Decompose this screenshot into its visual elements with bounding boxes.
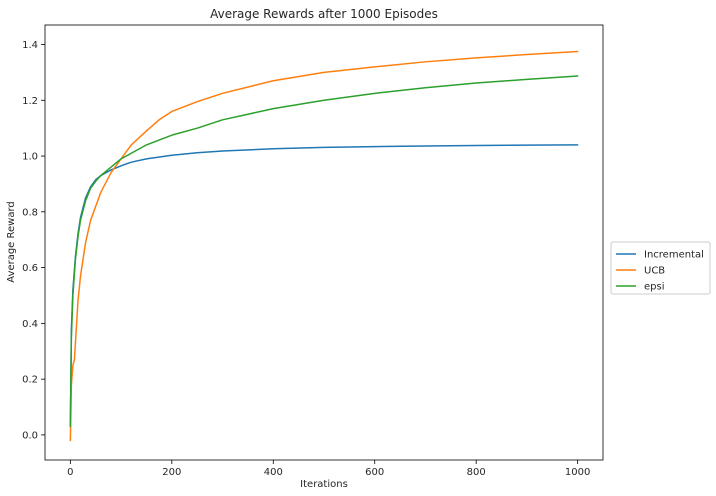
legend-box xyxy=(610,241,711,295)
legend-label-incremental: Incremental xyxy=(644,250,704,261)
x-tick-label: 800 xyxy=(467,467,486,478)
legend-label-epsi: epsi xyxy=(644,282,665,293)
x-axis-label: Iterations xyxy=(300,479,348,490)
chart-title: Average Rewards after 1000 Episodes xyxy=(210,7,438,21)
x-tick-label: 200 xyxy=(162,467,181,478)
y-tick-label: 1.2 xyxy=(22,96,38,107)
x-tick-label: 400 xyxy=(264,467,283,478)
y-axis-label: Average Reward xyxy=(6,201,17,282)
y-tick-label: 0.8 xyxy=(22,207,38,218)
series-line-epsi xyxy=(69,75,579,428)
y-tick-label: 0.4 xyxy=(22,319,38,330)
y-tick-label: 0.0 xyxy=(22,430,38,441)
series-line-ucb xyxy=(69,50,579,442)
legend-label-ucb: UCB xyxy=(644,266,665,277)
y-tick-label: 1.4 xyxy=(22,40,38,51)
y-tick-label: 0.6 xyxy=(22,263,38,274)
legend: Incremental UCB epsi xyxy=(610,241,711,295)
x-tick-label: 600 xyxy=(365,467,384,478)
plot-area-frame xyxy=(44,24,604,461)
y-tick-label: 1.0 xyxy=(22,152,38,163)
x-tick-label: 0 xyxy=(67,467,73,478)
x-tick-label: 1000 xyxy=(565,467,590,478)
y-tick-label: 0.2 xyxy=(22,375,38,386)
